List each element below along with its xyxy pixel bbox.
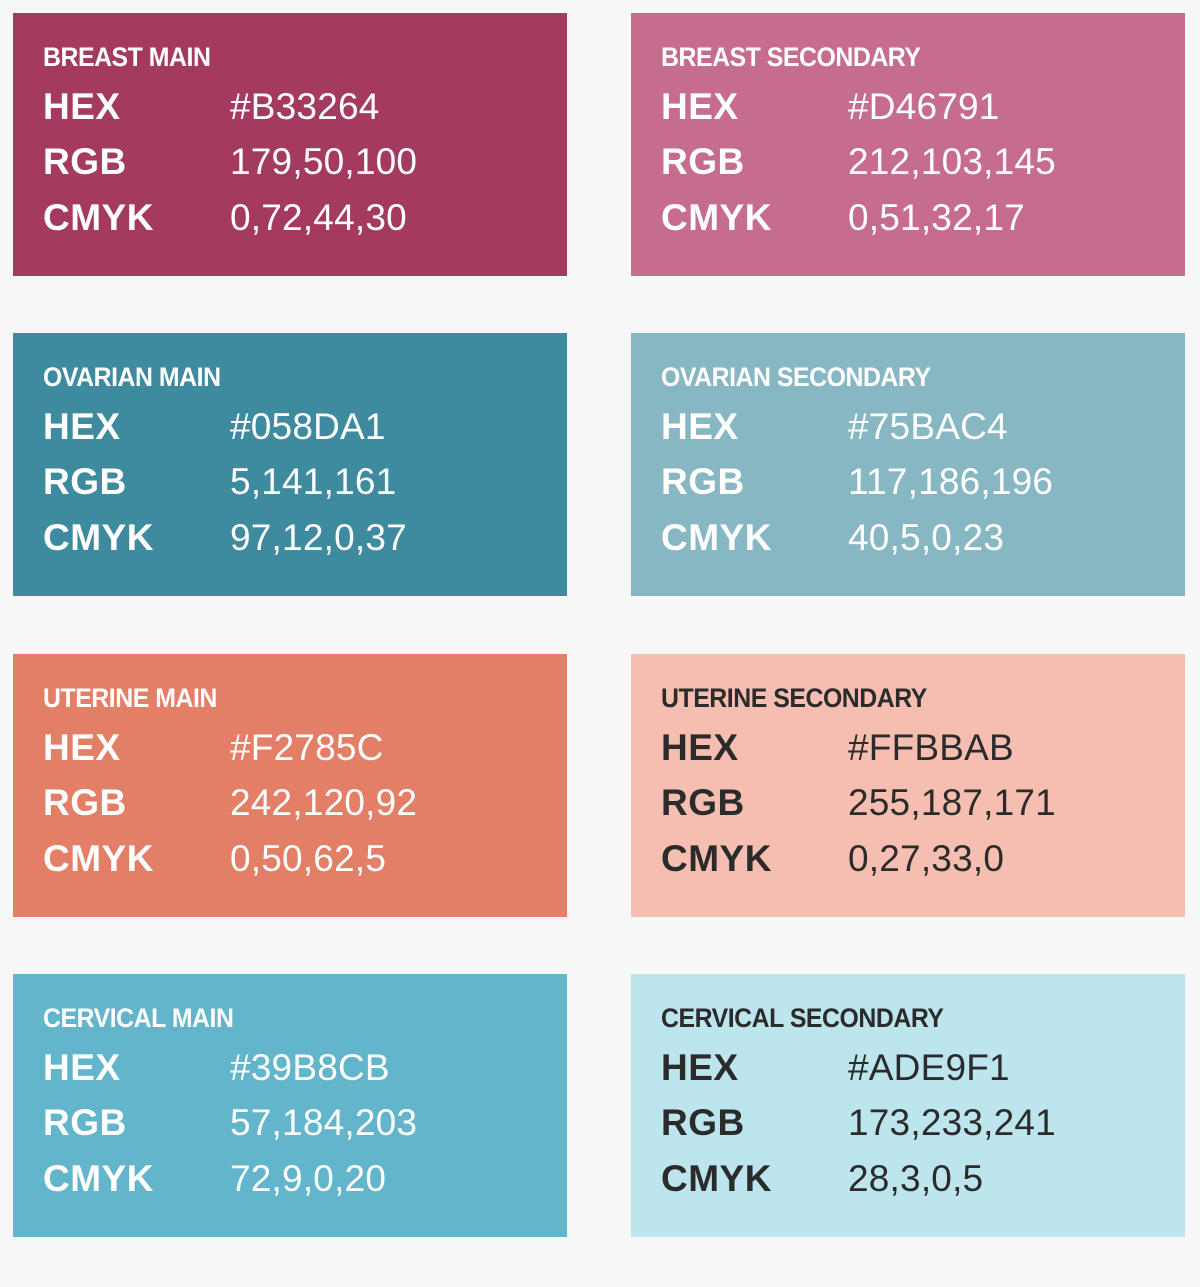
rgb-row: RGB 179,50,100 bbox=[43, 135, 567, 191]
hex-row: HEX #058DA1 bbox=[43, 399, 567, 455]
cmyk-row: CMYK 0,51,32,17 bbox=[661, 190, 1185, 246]
cmyk-value: 0,51,32,17 bbox=[848, 196, 1025, 238]
rgb-value: 173,233,241 bbox=[848, 1102, 1056, 1144]
hex-label: HEX bbox=[661, 1046, 739, 1088]
cmyk-row: CMYK 28,3,0,5 bbox=[661, 1151, 1185, 1207]
cmyk-label: CMYK bbox=[43, 516, 154, 558]
hex-row: HEX #D46791 bbox=[661, 79, 1185, 135]
swatch-title: UTERINE SECONDARY bbox=[661, 683, 927, 713]
hex-label: HEX bbox=[661, 726, 739, 768]
rgb-label: RGB bbox=[661, 141, 745, 183]
rgb-value: 255,187,171 bbox=[848, 782, 1056, 824]
rgb-row: RGB 117,186,196 bbox=[661, 455, 1185, 511]
swatch-ovarian-secondary: OVARIAN SECONDARY HEX #75BAC4 RGB 117,18… bbox=[631, 333, 1185, 596]
rgb-row: RGB 5,141,161 bbox=[43, 455, 567, 511]
swatch-title: BREAST SECONDARY bbox=[661, 42, 921, 72]
cmyk-label: CMYK bbox=[661, 516, 772, 558]
hex-value: #B33264 bbox=[230, 85, 380, 127]
cmyk-label: CMYK bbox=[43, 1157, 154, 1199]
hex-label: HEX bbox=[43, 405, 121, 447]
cmyk-row: CMYK 40,5,0,23 bbox=[661, 510, 1185, 566]
cmyk-row: CMYK 97,12,0,37 bbox=[43, 510, 567, 566]
hex-row: HEX #75BAC4 bbox=[661, 399, 1185, 455]
swatch-cervical-main: CERVICAL MAIN HEX #39B8CB RGB 57,184,203… bbox=[13, 974, 567, 1237]
hex-row: HEX #ADE9F1 bbox=[661, 1040, 1185, 1096]
cmyk-label: CMYK bbox=[43, 196, 154, 238]
rgb-value: 5,141,161 bbox=[230, 461, 397, 503]
cmyk-row: CMYK 0,50,62,5 bbox=[43, 831, 567, 887]
rgb-row: RGB 173,233,241 bbox=[661, 1096, 1185, 1152]
cmyk-row: CMYK 72,9,0,20 bbox=[43, 1151, 567, 1207]
cmyk-value: 28,3,0,5 bbox=[848, 1157, 984, 1199]
rgb-value: 57,184,203 bbox=[230, 1102, 418, 1144]
swatch-title: CERVICAL SECONDARY bbox=[661, 1003, 944, 1033]
hex-label: HEX bbox=[43, 1046, 121, 1088]
rgb-label: RGB bbox=[661, 1102, 745, 1144]
hex-label: HEX bbox=[661, 85, 739, 127]
rgb-row: RGB 255,187,171 bbox=[661, 776, 1185, 832]
cmyk-row: CMYK 0,27,33,0 bbox=[661, 831, 1185, 887]
hex-row: HEX #39B8CB bbox=[43, 1040, 567, 1096]
hex-value: #75BAC4 bbox=[848, 405, 1008, 447]
hex-value: #39B8CB bbox=[230, 1046, 390, 1088]
hex-value: #F2785C bbox=[230, 726, 384, 768]
rgb-value: 117,186,196 bbox=[848, 461, 1054, 503]
cmyk-label: CMYK bbox=[661, 837, 772, 879]
hex-label: HEX bbox=[661, 405, 739, 447]
swatch-title: OVARIAN SECONDARY bbox=[661, 362, 931, 392]
rgb-row: RGB 242,120,92 bbox=[43, 776, 567, 832]
swatch-uterine-secondary: UTERINE SECONDARY HEX #FFBBAB RGB 255,18… bbox=[631, 654, 1185, 917]
cmyk-value: 0,72,44,30 bbox=[230, 196, 407, 238]
hex-value: #D46791 bbox=[848, 85, 1000, 127]
swatch-title: BREAST MAIN bbox=[43, 42, 211, 72]
rgb-label: RGB bbox=[661, 782, 745, 824]
rgb-row: RGB 212,103,145 bbox=[661, 135, 1185, 191]
hex-label: HEX bbox=[43, 726, 121, 768]
rgb-label: RGB bbox=[43, 141, 127, 183]
rgb-value: 179,50,100 bbox=[230, 141, 418, 183]
cmyk-value: 72,9,0,20 bbox=[230, 1157, 387, 1199]
hex-value: #058DA1 bbox=[230, 405, 386, 447]
swatch-cervical-secondary: CERVICAL SECONDARY HEX #ADE9F1 RGB 173,2… bbox=[631, 974, 1185, 1237]
rgb-row: RGB 57,184,203 bbox=[43, 1096, 567, 1152]
cmyk-value: 97,12,0,37 bbox=[230, 516, 407, 558]
rgb-label: RGB bbox=[43, 461, 127, 503]
swatch-breast-main: BREAST MAIN HEX #B33264 RGB 179,50,100 C… bbox=[13, 13, 567, 276]
hex-value: #ADE9F1 bbox=[848, 1046, 1010, 1088]
cmyk-value: 0,50,62,5 bbox=[230, 837, 387, 879]
hex-row: HEX #B33264 bbox=[43, 79, 567, 135]
rgb-label: RGB bbox=[661, 461, 745, 503]
cmyk-row: CMYK 0,72,44,30 bbox=[43, 190, 567, 246]
hex-row: HEX #FFBBAB bbox=[661, 720, 1185, 776]
swatch-title: UTERINE MAIN bbox=[43, 683, 217, 713]
swatch-breast-secondary: BREAST SECONDARY HEX #D46791 RGB 212,103… bbox=[631, 13, 1185, 276]
rgb-label: RGB bbox=[43, 782, 127, 824]
hex-label: HEX bbox=[43, 85, 121, 127]
swatch-uterine-main: UTERINE MAIN HEX #F2785C RGB 242,120,92 … bbox=[13, 654, 567, 917]
cmyk-value: 40,5,0,23 bbox=[848, 516, 1005, 558]
hex-row: HEX #F2785C bbox=[43, 720, 567, 776]
cmyk-label: CMYK bbox=[661, 1157, 772, 1199]
cmyk-value: 0,27,33,0 bbox=[848, 837, 1005, 879]
cmyk-label: CMYK bbox=[661, 196, 772, 238]
rgb-value: 212,103,145 bbox=[848, 141, 1056, 183]
rgb-value: 242,120,92 bbox=[230, 782, 418, 824]
hex-value: #FFBBAB bbox=[848, 726, 1014, 768]
rgb-label: RGB bbox=[43, 1102, 127, 1144]
cmyk-label: CMYK bbox=[43, 837, 154, 879]
swatch-title: CERVICAL MAIN bbox=[43, 1003, 234, 1033]
swatch-title: OVARIAN MAIN bbox=[43, 362, 221, 392]
swatch-ovarian-main: OVARIAN MAIN HEX #058DA1 RGB 5,141,161 C… bbox=[13, 333, 567, 596]
